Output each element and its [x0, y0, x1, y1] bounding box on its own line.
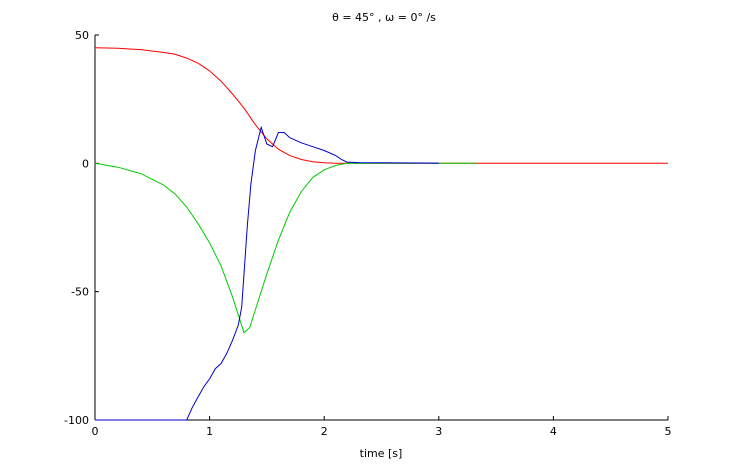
chart-title: θ = 45° , ω = 0° /s: [332, 11, 436, 24]
series-layer: [94, 47, 668, 421]
y-axis-ticks: 50 0 -50 -100: [64, 29, 99, 427]
x-tick-label: 1: [206, 425, 213, 438]
y-tick-label: 0: [82, 157, 89, 170]
y-tick-label: -100: [64, 414, 89, 427]
axes: [94, 35, 668, 421]
x-tick-label: 5: [665, 425, 672, 438]
x-tick-label: 0: [92, 425, 99, 438]
y-tick-label: 50: [75, 29, 89, 42]
y-tick-label: -50: [71, 286, 89, 299]
x-axis-label: time [s]: [360, 447, 403, 460]
x-tick-label: 2: [321, 425, 328, 438]
x-axis-ticks: 0 1 2 3 4 5: [92, 416, 672, 438]
series-line-3: [95, 125, 439, 421]
x-tick-label: 4: [550, 425, 557, 438]
series-line-1: [94, 47, 668, 164]
x-tick-label: 3: [435, 425, 442, 438]
series-line-2: [94, 162, 477, 334]
